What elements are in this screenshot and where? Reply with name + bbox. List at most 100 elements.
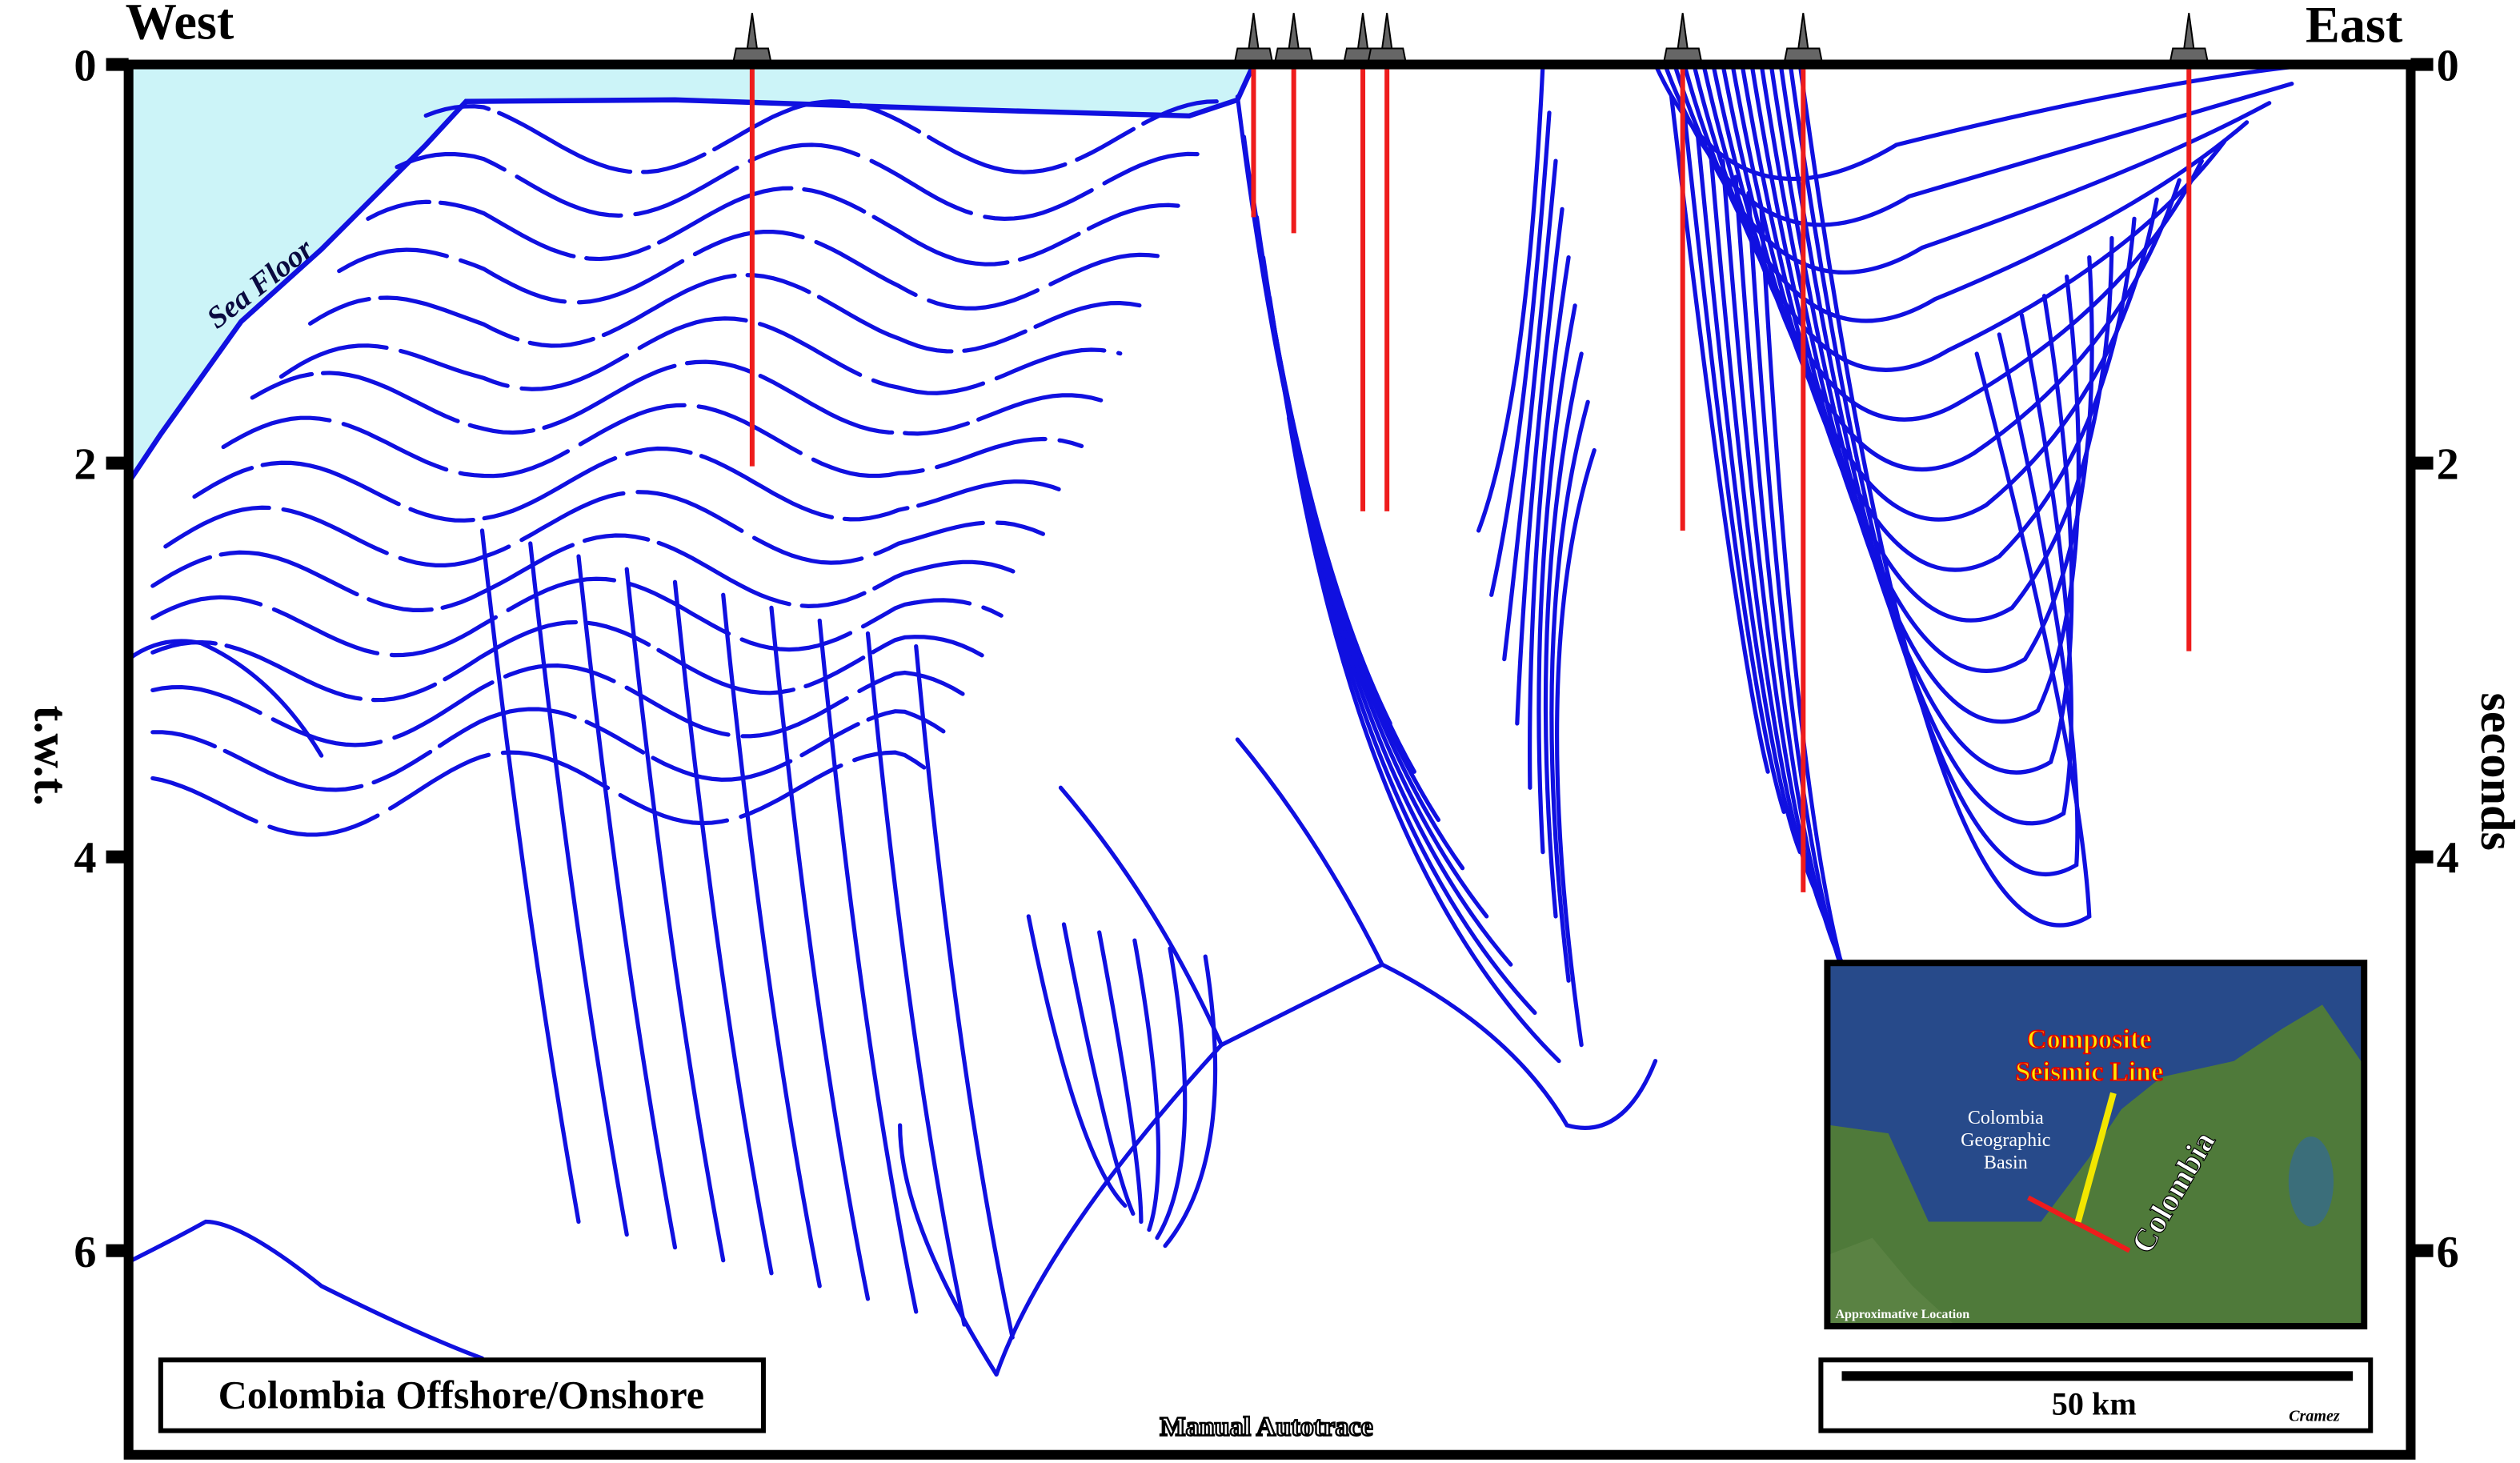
- horizon: [1476, 62, 1545, 533]
- inset-line-label: Composite: [2027, 1025, 2151, 1055]
- tick-label: 0: [74, 42, 96, 91]
- inset-note: Approximative Location: [1835, 1308, 1969, 1321]
- horizon: [150, 619, 984, 703]
- horizon: [278, 316, 1123, 395]
- horizon: [1740, 62, 2114, 623]
- inset-lagoon: [2288, 1136, 2334, 1227]
- horizon: [1749, 62, 2094, 673]
- horizon: [307, 273, 1142, 354]
- horizon: [1058, 785, 1224, 1048]
- sea-water: [128, 64, 1254, 483]
- horizon: [1769, 62, 2074, 775]
- west-label: West: [126, 0, 234, 50]
- horizon: [1543, 351, 1584, 919]
- horizon: [1502, 158, 1558, 662]
- inset-map: Composite Seismic Line Colombia Geograph…: [1824, 960, 2368, 1330]
- tick-label: 6: [74, 1228, 96, 1277]
- east-label: East: [2306, 0, 2403, 53]
- horizon: [1669, 94, 1770, 774]
- horizon: [192, 446, 1065, 523]
- tick-mark: [106, 456, 129, 470]
- horizon: [1759, 62, 2081, 724]
- horizon: [769, 605, 871, 1301]
- horizon: [479, 528, 581, 1225]
- title-box: [158, 1357, 766, 1433]
- inset-line-label: Seismic Line: [2015, 1057, 2163, 1087]
- horizon: [1026, 914, 1128, 1208]
- horizon: [1711, 62, 2181, 472]
- horizon: [1778, 62, 2073, 826]
- horizon: [1489, 110, 1552, 597]
- tick-mark: [2410, 58, 2434, 71]
- tick-mark: [2410, 456, 2434, 470]
- horizon: [1682, 110, 1786, 815]
- horizon: [576, 554, 678, 1250]
- method-label: Manual Autotrace: [1160, 1413, 1372, 1442]
- horizon: [1287, 415, 1561, 1064]
- inset-basin: Geographic: [1961, 1130, 2050, 1151]
- horizon: [1721, 158, 1835, 935]
- inset-land: [1830, 1237, 1953, 1324]
- horizon: [250, 359, 1104, 436]
- horizon: [1235, 737, 1384, 967]
- horizon: [994, 962, 1658, 1377]
- tick-label: 2: [74, 440, 96, 490]
- horizon: [150, 576, 1004, 658]
- wells: [749, 64, 2192, 892]
- tick-label: 4: [74, 834, 96, 884]
- horizon: [1536, 303, 1577, 855]
- horizon: [126, 1219, 485, 1361]
- horizon: [865, 631, 967, 1327]
- horizon: [1555, 447, 1597, 1048]
- rigs: [731, 13, 2210, 66]
- horizon: [1695, 126, 1802, 855]
- horizon: [1527, 255, 1571, 790]
- horizon: [221, 403, 1084, 479]
- inset-basin: Colombia: [1968, 1108, 2044, 1128]
- horizon: [624, 567, 726, 1263]
- horizon: [898, 1123, 999, 1377]
- horizon: [1132, 938, 1161, 1233]
- horizon: [366, 186, 1180, 267]
- right-axis-label: seconds: [2470, 692, 2520, 850]
- horizon: [721, 592, 822, 1289]
- scale-label: 50 km: [2052, 1386, 2137, 1422]
- horizon: [1788, 62, 2080, 876]
- tick-label: 2: [2437, 440, 2459, 490]
- horizon: [1163, 954, 1218, 1249]
- tick-mark: [106, 58, 129, 71]
- scale-bar: [1841, 1371, 2354, 1381]
- horizon: [163, 490, 1045, 567]
- tick-label: 0: [2437, 42, 2459, 91]
- horizon: [150, 750, 927, 837]
- horizon: [395, 142, 1200, 221]
- horizon: [1097, 930, 1144, 1225]
- tick-mark: [2410, 850, 2434, 864]
- left-axis-label: t.w.t.: [24, 705, 78, 805]
- horizon: [528, 541, 629, 1237]
- tick-label: 4: [2437, 834, 2459, 884]
- inset-section-line: [2027, 1195, 2131, 1253]
- ticks: 0 2 4 6 0 2 4 6: [74, 42, 2458, 1277]
- tick-label: 6: [2437, 1228, 2459, 1277]
- tick-mark: [2410, 1244, 2434, 1257]
- inset-basin: Basin: [1984, 1152, 2028, 1173]
- title: Colombia Offshore/Onshore: [218, 1372, 704, 1417]
- horizon: [1155, 946, 1188, 1241]
- horizon: [914, 643, 1015, 1340]
- horizon: [126, 639, 324, 758]
- horizon: [1061, 922, 1136, 1216]
- horizon: [1797, 62, 2092, 928]
- frame: [123, 59, 2416, 1460]
- horizon: [1549, 399, 1590, 983]
- inset-pointer: [2074, 1092, 2117, 1223]
- horizons: [126, 62, 2317, 1377]
- horizon: [1515, 206, 1564, 726]
- horizon: [672, 579, 774, 1276]
- sea-floor-line: [126, 62, 1256, 485]
- horizon: [1730, 62, 2137, 572]
- horizon: [337, 230, 1161, 311]
- horizon: [817, 618, 919, 1314]
- horizon: [150, 533, 1023, 612]
